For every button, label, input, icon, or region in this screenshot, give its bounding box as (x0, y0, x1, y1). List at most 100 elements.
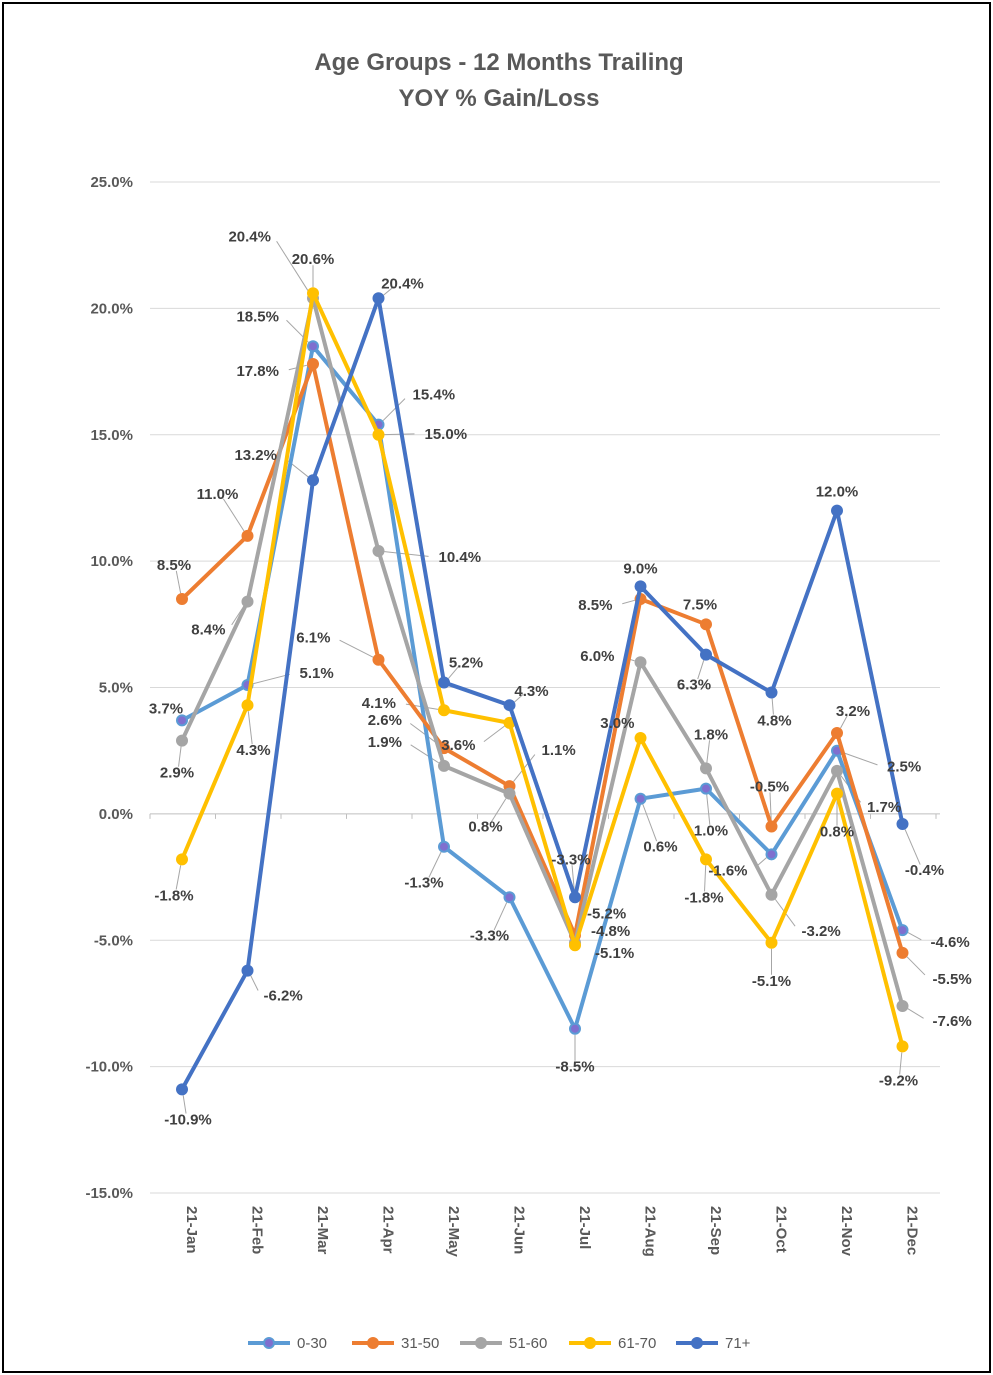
data-label: 11.0% (197, 486, 239, 503)
data-point (700, 618, 712, 631)
legend: 0-30 31-50 51-60 61-70 71+ (248, 1335, 751, 1352)
legend-label: 71+ (725, 1335, 751, 1352)
data-label: 3.7% (149, 700, 183, 717)
data-label: -5.5% (933, 971, 972, 988)
label-leader (697, 660, 705, 680)
label-leader (642, 804, 658, 842)
data-point (241, 964, 254, 977)
data-point (765, 888, 778, 901)
x-tick-label: 21-Dec (904, 1206, 921, 1255)
label-leader (222, 498, 245, 532)
y-tick-label: -10.0% (85, 1059, 133, 1076)
data-label: 1.1% (542, 742, 576, 759)
data-point (503, 699, 516, 712)
legend-marker (367, 1337, 379, 1349)
data-point (241, 529, 254, 542)
label-leader (253, 673, 290, 685)
data-point (896, 817, 909, 830)
data-label: 1.9% (368, 734, 402, 751)
data-point (634, 656, 647, 669)
data-point (765, 686, 778, 699)
data-label: 7.5% (683, 596, 717, 613)
data-label: 18.5% (236, 308, 279, 325)
data-label: -10.9% (164, 1111, 212, 1128)
data-point (896, 946, 909, 959)
legend-label: 0-30 (297, 1335, 327, 1352)
data-label: 15.4% (413, 387, 456, 404)
data-point (176, 853, 188, 866)
x-tick-label: 21-Jan (183, 1206, 200, 1254)
data-label: 12.0% (816, 484, 859, 501)
x-tick-label: 21-Jun (511, 1206, 528, 1254)
data-label: 0.8% (468, 819, 502, 836)
legend-marker (584, 1337, 596, 1349)
data-label: 8.4% (191, 622, 225, 639)
data-point (438, 704, 450, 717)
y-axis: 25.0% 20.0% 15.0% 10.0% 5.0% 0.0% -5.0% -10.0% -… (85, 174, 133, 1202)
data-label: 17.8% (236, 363, 279, 380)
data-label: 5.2% (449, 654, 483, 671)
data-label: -1.8% (154, 887, 193, 904)
data-point (241, 699, 254, 712)
data-label: -7.6% (933, 1013, 972, 1030)
data-point (438, 840, 450, 853)
data-point (634, 732, 647, 745)
data-label: 10.4% (439, 549, 482, 566)
data-point (569, 939, 581, 952)
legend-item: 0-30 (248, 1335, 327, 1352)
legend-label: 61-70 (618, 1335, 656, 1352)
label-leader (182, 1095, 187, 1114)
data-point (634, 580, 647, 593)
label-leader (175, 865, 182, 890)
y-tick-label: -5.0% (94, 932, 133, 949)
data-labels: 3.7% 5.1% 18.5% 15.4% -1.3% -3.3% -8.5% 0.6% 1.0… (149, 228, 972, 1128)
x-tick-label: 21-Mar (314, 1206, 331, 1255)
data-point (176, 734, 188, 747)
data-point (831, 504, 843, 517)
label-leader (178, 746, 182, 767)
y-tick-label: -15.0% (85, 1185, 133, 1202)
data-label: 0.8% (820, 824, 854, 841)
data-point (307, 474, 319, 487)
data-point (176, 593, 188, 606)
data-point (307, 287, 319, 300)
chart-subtitle: YOY % Gain/Loss (399, 85, 600, 112)
data-label: 1.8% (694, 726, 728, 743)
label-leader (571, 865, 575, 892)
data-label: -3.3% (470, 927, 509, 944)
data-point (176, 714, 188, 727)
data-point (765, 936, 778, 949)
data-label: 1.7% (867, 799, 901, 816)
legend-marker (691, 1337, 703, 1349)
data-label: 8.5% (157, 557, 191, 574)
data-point (372, 653, 385, 666)
data-label: -0.4% (905, 862, 944, 879)
data-label: 13.2% (234, 447, 277, 464)
data-point (896, 924, 909, 937)
y-tick-label: 10.0% (90, 553, 133, 570)
label-leader (382, 398, 406, 422)
data-label: 8.5% (578, 597, 612, 614)
data-point (700, 762, 712, 775)
data-label: 15.0% (425, 426, 468, 443)
data-label: 4.1% (362, 695, 396, 712)
data-label: -3.2% (802, 923, 841, 940)
data-point (372, 428, 385, 441)
data-label: -4.8% (591, 923, 630, 940)
data-point (569, 1022, 581, 1035)
x-tick-label: 21-Apr (380, 1206, 397, 1254)
label-leader (704, 865, 707, 892)
label-leader (247, 711, 253, 745)
label-leader (410, 744, 440, 764)
label-leader (483, 725, 505, 743)
legend-label: 31-50 (401, 1335, 439, 1352)
series-71+ (176, 292, 909, 1096)
data-label: 4.3% (514, 683, 548, 700)
data-point (765, 820, 778, 833)
label-leader (899, 1052, 903, 1075)
data-point (765, 848, 778, 861)
data-point (503, 787, 516, 800)
y-tick-label: 5.0% (99, 680, 133, 697)
label-leader (175, 570, 182, 594)
